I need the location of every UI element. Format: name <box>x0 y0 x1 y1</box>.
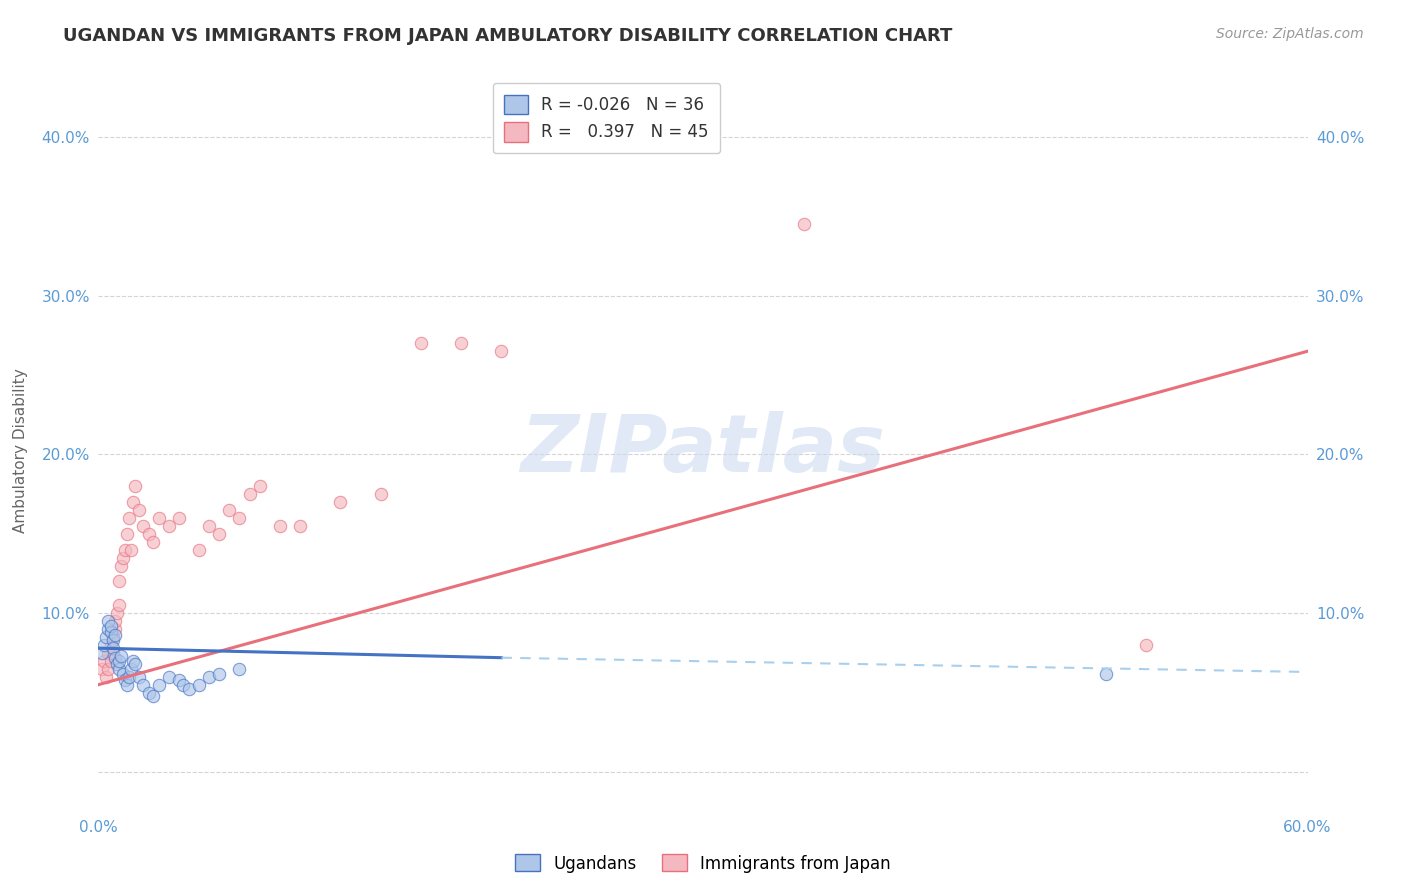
Point <box>208 526 231 541</box>
Point <box>105 657 128 671</box>
Point <box>93 638 115 652</box>
Point <box>100 625 122 640</box>
Point <box>111 666 134 681</box>
Point <box>107 654 129 668</box>
Point <box>188 678 211 692</box>
Point <box>118 670 141 684</box>
Point <box>450 336 472 351</box>
Legend: Ugandans, Immigrants from Japan: Ugandans, Immigrants from Japan <box>509 847 897 880</box>
Point <box>101 633 124 648</box>
Point <box>115 526 138 541</box>
Point <box>128 670 150 684</box>
Point <box>103 622 125 636</box>
Point <box>179 682 201 697</box>
Point <box>91 646 114 660</box>
Point <box>228 662 250 676</box>
Point <box>157 670 180 684</box>
Point <box>120 662 142 676</box>
Point <box>121 654 143 668</box>
Point <box>167 673 190 687</box>
Point <box>97 622 120 636</box>
Point <box>114 542 136 557</box>
Point <box>132 519 155 533</box>
Point <box>239 487 262 501</box>
Point <box>97 662 120 676</box>
Point <box>101 630 124 644</box>
Point <box>121 495 143 509</box>
Point <box>103 650 125 665</box>
Point <box>118 511 141 525</box>
Point <box>198 519 221 533</box>
Point <box>138 685 160 699</box>
Point <box>105 606 128 620</box>
Point <box>124 479 146 493</box>
Y-axis label: Ambulatory Disability: Ambulatory Disability <box>13 368 28 533</box>
Point <box>249 479 271 493</box>
Point <box>208 666 231 681</box>
Point <box>1135 638 1157 652</box>
Point <box>157 519 180 533</box>
Text: ZIPatlas: ZIPatlas <box>520 411 886 490</box>
Point <box>198 670 221 684</box>
Point <box>188 542 211 557</box>
Point <box>101 641 124 656</box>
Point <box>142 689 165 703</box>
Point <box>114 673 136 687</box>
Point <box>96 670 118 684</box>
Point <box>409 336 432 351</box>
Point <box>107 574 129 589</box>
Point <box>172 678 194 692</box>
Point <box>1095 666 1118 681</box>
Point <box>124 657 146 671</box>
Point <box>329 495 352 509</box>
Point <box>148 511 170 525</box>
Point <box>167 511 190 525</box>
Point <box>148 678 170 692</box>
Point <box>97 646 120 660</box>
Point <box>103 614 125 628</box>
Point <box>115 678 138 692</box>
Legend: R = -0.026   N = 36, R =   0.397   N = 45: R = -0.026 N = 36, R = 0.397 N = 45 <box>492 83 720 153</box>
Point <box>101 646 124 660</box>
Point <box>100 619 122 633</box>
Point <box>111 550 134 565</box>
Point <box>793 217 815 231</box>
Point <box>107 599 129 613</box>
Point <box>269 519 291 533</box>
Text: UGANDAN VS IMMIGRANTS FROM JAPAN AMBULATORY DISABILITY CORRELATION CHART: UGANDAN VS IMMIGRANTS FROM JAPAN AMBULAT… <box>63 27 953 45</box>
Point <box>93 654 115 668</box>
Point <box>491 344 513 359</box>
Point <box>128 503 150 517</box>
Point <box>96 630 118 644</box>
Point <box>228 511 250 525</box>
Point <box>132 678 155 692</box>
Point <box>97 614 120 628</box>
Point <box>100 638 122 652</box>
Point <box>107 662 129 676</box>
Point <box>91 662 114 676</box>
Point <box>218 503 240 517</box>
Point <box>100 654 122 668</box>
Point <box>138 526 160 541</box>
Point <box>110 649 132 664</box>
Point <box>288 519 311 533</box>
Point <box>110 558 132 573</box>
Point <box>370 487 392 501</box>
Point <box>120 542 142 557</box>
Point <box>103 628 125 642</box>
Point <box>142 534 165 549</box>
Text: Source: ZipAtlas.com: Source: ZipAtlas.com <box>1216 27 1364 41</box>
